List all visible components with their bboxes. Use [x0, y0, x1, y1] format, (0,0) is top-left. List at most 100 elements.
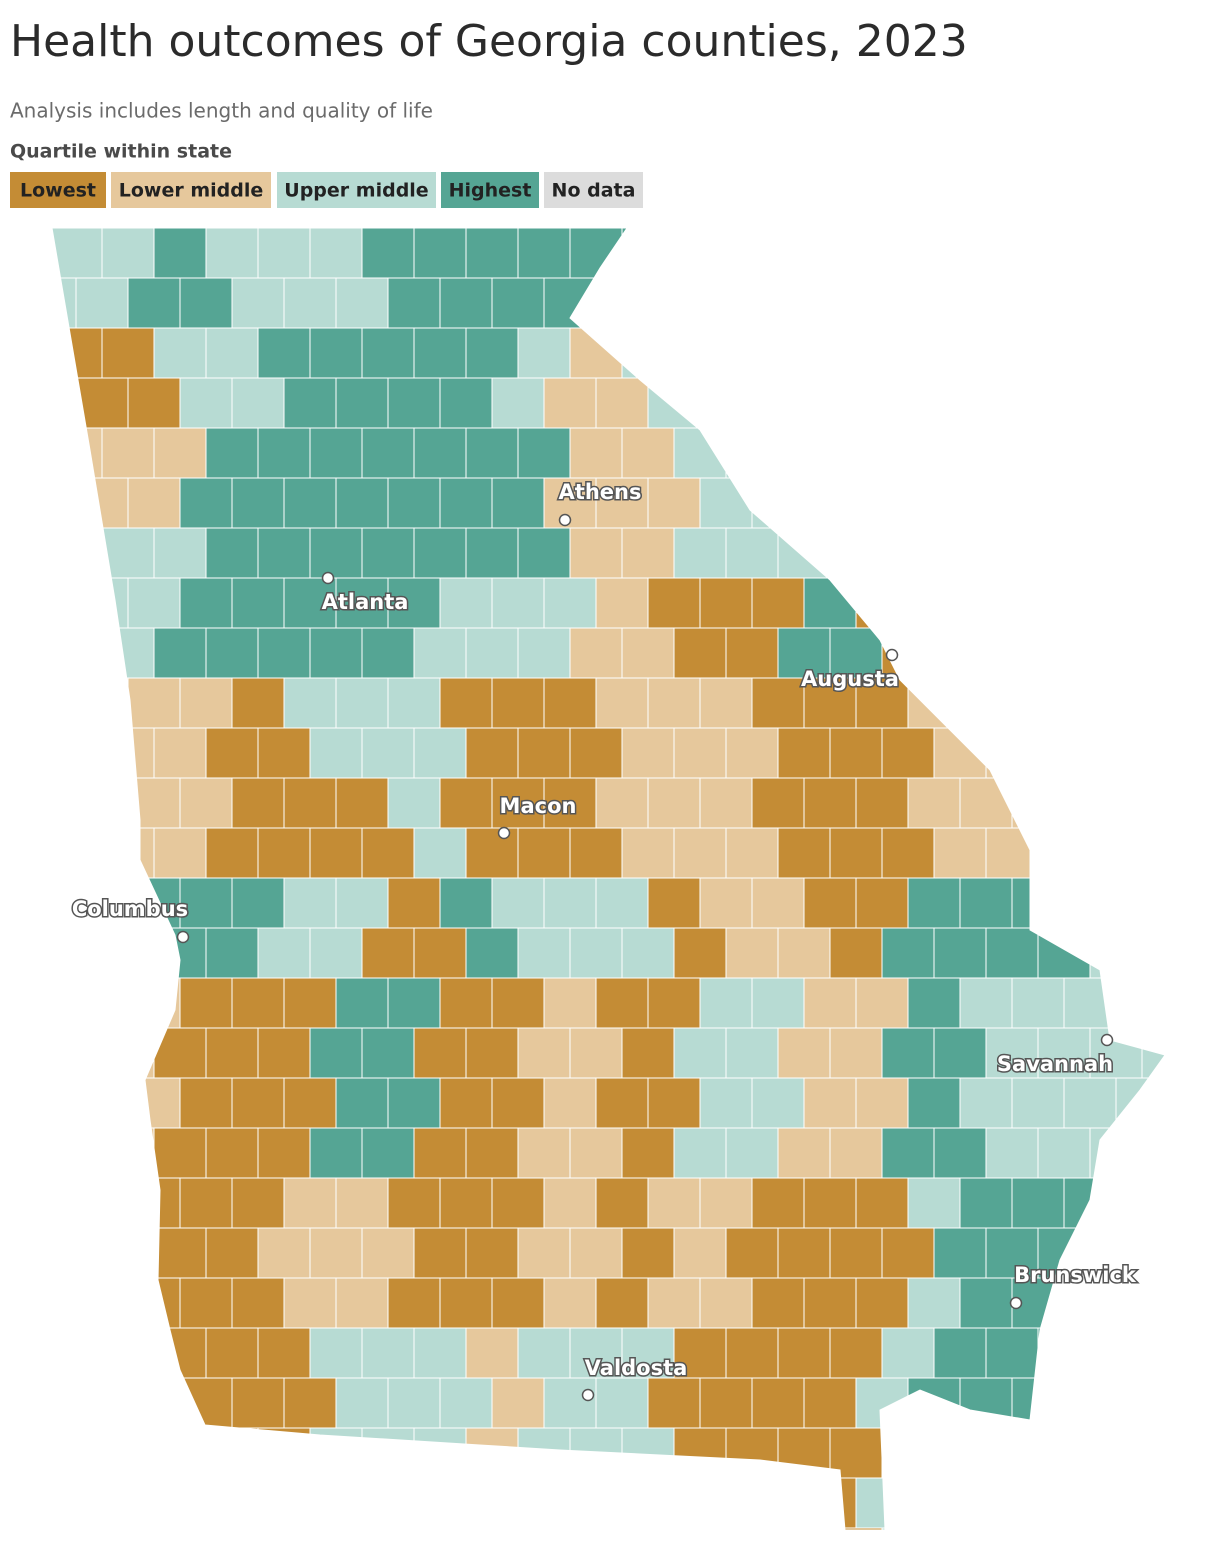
- county: [1089, 327, 1143, 379]
- county: [647, 1277, 701, 1329]
- county: [1115, 1077, 1165, 1129]
- county: [335, 1077, 389, 1129]
- county: [751, 1377, 805, 1429]
- county: [1063, 277, 1117, 329]
- county: [335, 877, 389, 929]
- city-dot: [321, 571, 335, 585]
- county: [52, 1127, 103, 1179]
- county: [309, 228, 363, 279]
- county: [855, 1477, 909, 1529]
- county: [309, 1327, 363, 1379]
- county: [803, 1377, 857, 1429]
- county: [829, 827, 883, 879]
- county: [75, 377, 129, 429]
- county: [647, 577, 701, 629]
- city-dot: [176, 930, 190, 944]
- county: [673, 1527, 727, 1530]
- county: [985, 1227, 1039, 1279]
- city-label: Augusta: [801, 667, 899, 691]
- county: [101, 1127, 155, 1179]
- county: [361, 727, 415, 779]
- city-label: Macon: [500, 794, 577, 818]
- county: [595, 1377, 649, 1429]
- county: [933, 727, 987, 779]
- county: [491, 977, 545, 1029]
- county: [75, 1177, 129, 1229]
- county: [777, 1327, 831, 1379]
- county: [621, 1127, 675, 1179]
- county: [855, 377, 909, 429]
- county: [855, 777, 909, 829]
- legend-swatch: [544, 172, 643, 208]
- county: [1063, 577, 1117, 629]
- county: [205, 627, 259, 679]
- county: [179, 1377, 233, 1429]
- county: [621, 1027, 675, 1079]
- county: [647, 1177, 701, 1229]
- county: [127, 677, 181, 729]
- county: [1141, 827, 1165, 879]
- county: [1141, 1227, 1165, 1279]
- county: [491, 1277, 545, 1329]
- county: [751, 977, 805, 1029]
- county: [517, 727, 571, 779]
- county: [751, 777, 805, 829]
- county: [985, 1427, 1039, 1479]
- county: [387, 1277, 441, 1329]
- county: [1011, 577, 1065, 629]
- county: [1011, 477, 1065, 529]
- county: [933, 1327, 987, 1379]
- county: [647, 1477, 701, 1529]
- county: [52, 977, 77, 1029]
- county: [101, 327, 155, 379]
- cities: Athens Atlanta Augusta Macon Columbus Savanna…: [70, 479, 1138, 1402]
- county: [387, 1177, 441, 1229]
- county: [75, 1377, 129, 1429]
- county: [829, 627, 883, 679]
- county: [751, 377, 805, 429]
- county: [959, 1377, 1013, 1429]
- county: [933, 228, 987, 279]
- county: [777, 927, 831, 979]
- county: [907, 777, 961, 829]
- county: [257, 228, 311, 279]
- county: [52, 877, 77, 929]
- county: [75, 1277, 129, 1329]
- county: [569, 627, 623, 679]
- county: [907, 977, 961, 1029]
- county: [205, 1027, 259, 1079]
- county: [1141, 1027, 1165, 1079]
- county: [543, 877, 597, 929]
- county: [1037, 627, 1091, 679]
- county: [543, 1377, 597, 1429]
- county: [283, 977, 337, 1029]
- county: [127, 377, 181, 429]
- county: [985, 327, 1039, 379]
- county: [231, 577, 285, 629]
- county: [517, 827, 571, 879]
- county: [101, 1227, 155, 1279]
- county: [543, 1077, 597, 1129]
- county: [179, 477, 233, 529]
- county: [829, 1427, 883, 1479]
- county: [127, 777, 181, 829]
- county: [491, 477, 545, 529]
- county: [933, 427, 987, 479]
- county: [231, 377, 285, 429]
- county: [569, 228, 623, 279]
- city-label: Atlanta: [322, 590, 409, 614]
- county: [829, 327, 883, 379]
- county: [465, 228, 519, 279]
- county: [465, 1527, 519, 1530]
- county: [881, 1527, 935, 1530]
- county: [985, 1327, 1039, 1379]
- county: [595, 577, 649, 629]
- county: [101, 627, 155, 679]
- county: [1089, 627, 1143, 679]
- county: [153, 827, 207, 879]
- city-label: Valdosta: [585, 1356, 688, 1380]
- county: [777, 1427, 831, 1479]
- county: [52, 1327, 103, 1379]
- county: [725, 1227, 779, 1279]
- county: [361, 927, 415, 979]
